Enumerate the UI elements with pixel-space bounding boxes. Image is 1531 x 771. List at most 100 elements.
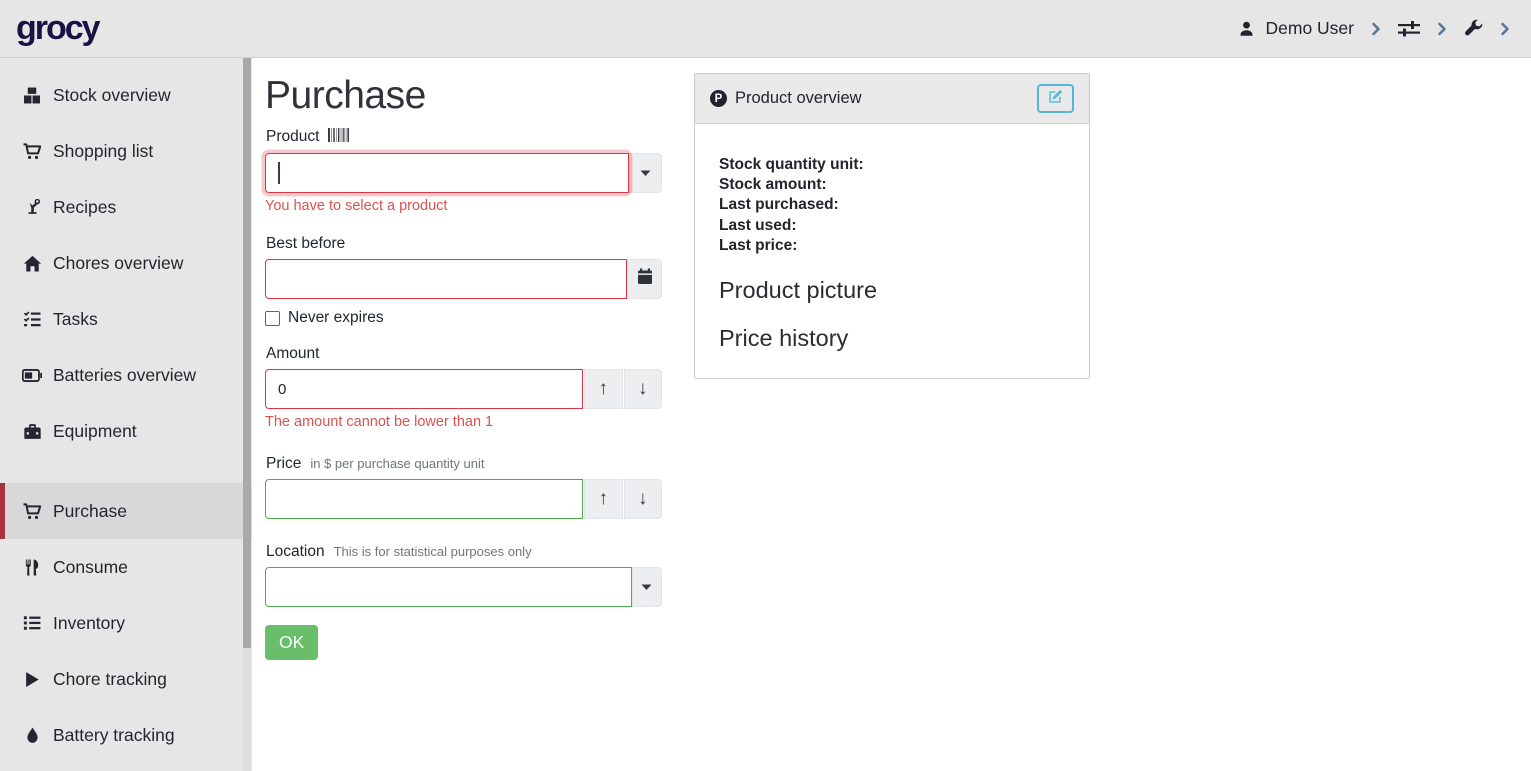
sidebar-item-label: Consume	[53, 556, 128, 577]
amount-decrement-button[interactable]: ↓	[623, 369, 662, 409]
sidebar-item-chore-tracking[interactable]: Chore tracking	[0, 651, 252, 707]
sidebar-item-label: Chore tracking	[53, 668, 167, 689]
top-bar: grocy Demo User	[0, 0, 1531, 58]
sidebar-item-consume[interactable]: Consume	[0, 539, 252, 595]
sidebar-item-stock-overview[interactable]: Stock overview	[0, 67, 252, 123]
product-overview-card: P Product overview Stock quantity unit: …	[694, 73, 1090, 380]
price-decrement-button[interactable]: ↓	[623, 479, 662, 519]
amount-input[interactable]	[265, 369, 583, 409]
location-label: Location	[266, 543, 325, 560]
sidebar-item-tasks[interactable]: Tasks	[0, 291, 252, 347]
sidebar-item-batteries-overview[interactable]: Batteries overview	[0, 347, 252, 403]
boxes-icon	[20, 87, 44, 104]
sidebar-item-purchase[interactable]: Purchase	[0, 483, 252, 539]
settings-sliders-icon[interactable]	[1398, 20, 1420, 38]
location-hint: This is for statistical purposes only	[333, 544, 532, 559]
wrench-icon[interactable]	[1464, 19, 1483, 38]
amount-label: Amount	[266, 345, 320, 362]
location-field: Location This is for statistical purpose…	[265, 543, 662, 607]
last-purchased-label: Last purchased:	[719, 196, 839, 214]
price-field: Price in $ per purchase quantity unit ↑ …	[265, 455, 662, 519]
sidebar-scrollbar-thumb[interactable]	[243, 58, 251, 648]
product-overview-title-row: P Product overview	[710, 89, 862, 108]
never-expires-label: Never expires	[288, 309, 384, 326]
arrow-up-icon: ↑	[598, 488, 609, 509]
droplet-icon	[20, 727, 44, 744]
battery-icon	[20, 368, 44, 383]
amount-increment-button[interactable]: ↑	[584, 369, 623, 409]
sidebar-item-chores-overview[interactable]: Chores overview	[0, 235, 252, 291]
barcode-icon	[328, 128, 350, 147]
user-icon	[1235, 20, 1259, 37]
price-input-group: ↑ ↓	[265, 479, 662, 519]
purchase-form: Product You have to select a product	[265, 128, 662, 660]
caret-down-icon	[640, 164, 651, 182]
sidebar-item-label: Inventory	[53, 612, 125, 633]
product-field: Product You have to select a product	[265, 128, 662, 214]
price-history-heading: Price history	[719, 325, 849, 352]
play-icon	[20, 671, 44, 688]
never-expires-row: Never expires	[265, 309, 662, 327]
sidebar-item-label: Shopping list	[53, 140, 154, 161]
product-overview-body: Stock quantity unit: Stock amount: Last …	[695, 124, 1089, 378]
amount-field: Amount ↑ ↓ The amount cannot be lower th…	[265, 345, 662, 430]
shopping-cart-icon	[20, 502, 44, 520]
last-price-label: Last price:	[719, 236, 798, 254]
product-dropdown-toggle[interactable]	[629, 153, 662, 193]
calendar-icon	[637, 268, 653, 290]
stock-amount-label: Stock amount:	[719, 176, 827, 194]
home-icon	[20, 255, 44, 272]
user-name: Demo User	[1265, 18, 1355, 38]
sidebar-item-label: Stock overview	[53, 84, 171, 105]
sidebar-item-recipes[interactable]: Recipes	[0, 179, 252, 235]
arrow-up-icon: ↑	[598, 378, 609, 399]
list-icon	[20, 615, 44, 631]
chevron-right-icon	[1370, 22, 1382, 36]
product-input[interactable]	[265, 153, 629, 193]
sidebar: Stock overview Shopping list Recipes Cho…	[0, 58, 252, 771]
price-input[interactable]	[265, 479, 583, 519]
sidebar-item-battery-tracking[interactable]: Battery tracking	[0, 707, 252, 763]
price-increment-button[interactable]: ↑	[584, 479, 623, 519]
tasks-icon	[20, 311, 44, 327]
location-input[interactable]	[265, 567, 632, 607]
user-menu[interactable]: Demo User	[1235, 18, 1355, 39]
sidebar-item-inventory[interactable]: Inventory	[0, 595, 252, 651]
location-dropdown-toggle[interactable]	[631, 567, 662, 607]
best-before-label: Best before	[266, 235, 346, 252]
best-before-input-group	[265, 259, 662, 299]
product-label: Product	[266, 128, 320, 145]
arrow-down-icon: ↓	[638, 378, 648, 399]
ok-button[interactable]: OK	[265, 625, 319, 660]
app-logo[interactable]: grocy	[16, 9, 101, 47]
caret-down-icon	[641, 578, 652, 596]
toolbox-icon	[20, 423, 44, 440]
chevron-right-icon	[1436, 22, 1448, 36]
never-expires-checkbox[interactable]	[265, 310, 280, 326]
sidebar-item-shopping-list[interactable]: Shopping list	[0, 123, 252, 179]
last-used-label: Last used:	[719, 216, 797, 234]
chevron-right-icon	[1499, 22, 1511, 36]
product-overview-title: Product overview	[735, 89, 862, 107]
sidebar-item-label: Chores overview	[53, 252, 184, 273]
amount-error: The amount cannot be lower than 1	[265, 414, 494, 430]
sidebar-item-equipment[interactable]: Equipment	[0, 403, 252, 459]
best-before-input[interactable]	[265, 259, 628, 299]
sidebar-item-label: Purchase	[53, 500, 127, 521]
date-picker-button[interactable]	[627, 259, 662, 299]
sidebar-item-label: Equipment	[53, 420, 137, 441]
page-title: Purchase	[265, 74, 426, 117]
location-input-group	[265, 567, 662, 607]
arrow-down-icon: ↓	[638, 488, 648, 509]
utensils-icon	[20, 559, 44, 576]
edit-product-button[interactable]	[1037, 84, 1074, 113]
product-picture-heading: Product picture	[719, 277, 878, 304]
best-before-field: Best before Never expires	[265, 235, 662, 327]
text-cursor	[278, 162, 280, 184]
sidebar-item-label: Battery tracking	[53, 724, 175, 745]
amount-input-group: ↑ ↓	[265, 369, 662, 409]
sidebar-item-label: Tasks	[53, 308, 98, 329]
product-circle-icon: P	[710, 90, 727, 107]
stock-quantity-unit-label: Stock quantity unit:	[719, 156, 864, 173]
product-label-row: Product	[266, 128, 662, 147]
